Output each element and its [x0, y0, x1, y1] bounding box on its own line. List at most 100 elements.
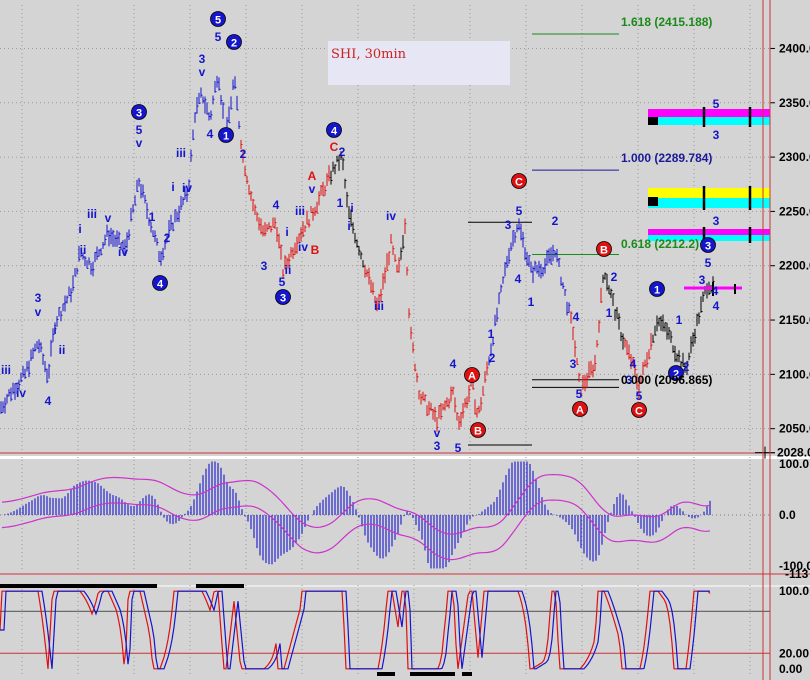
- panel-separator: [0, 456, 810, 459]
- wave-label: 1: [488, 327, 495, 341]
- stoch-tick-label: 100.0: [779, 584, 809, 598]
- band-upper-bottom: [648, 117, 770, 125]
- fib-label-1000: 1.000 (2289.784): [621, 151, 712, 165]
- wave-label: C: [330, 140, 339, 154]
- wave-label: iv: [298, 240, 308, 254]
- wave-label: C: [635, 406, 643, 418]
- wave-label: 1: [149, 210, 156, 224]
- wave-label: 3: [505, 218, 512, 232]
- macd-lower-envelope: [1, 499, 711, 561]
- wave-label: iii: [295, 204, 305, 218]
- band-middle-bottom: [648, 198, 770, 208]
- wave-label: 2: [673, 369, 679, 381]
- wave-label: B: [311, 243, 320, 257]
- wave-label: iv: [118, 245, 128, 259]
- wave-circle: [631, 402, 647, 418]
- wave-label: v: [434, 426, 441, 440]
- wave-label: 3: [434, 439, 441, 453]
- wave-label: 5: [279, 275, 286, 289]
- stoch-bottom-bar: [377, 672, 395, 676]
- wave-label: 4: [45, 394, 52, 408]
- wave-label: 3: [35, 291, 42, 305]
- stoch-tick-label: 20.00: [779, 646, 809, 660]
- price-tick-label: 2100.0: [779, 367, 810, 381]
- price-axis: 2400.0 2350.0 2300.0 2250.0 2200.0 2150.0 2100…: [755, 0, 810, 680]
- band-middle-top: [648, 188, 770, 198]
- wave-label: 2: [339, 145, 346, 159]
- wave-label: 3: [705, 241, 711, 253]
- wave-label: v: [35, 305, 42, 319]
- band-upper-handle: [648, 117, 658, 125]
- wave-circle: [572, 401, 588, 417]
- wave-label: 1: [528, 295, 535, 309]
- wave-circle: [131, 104, 147, 120]
- wave-label: 1: [337, 196, 344, 210]
- wave-label: 2: [240, 147, 247, 161]
- wave-circle: [649, 281, 665, 297]
- macd-upper-envelope: [1, 473, 711, 535]
- wave-label: 5: [455, 441, 462, 455]
- macd-tick-label: 100.0: [779, 457, 809, 471]
- wave-circle: [668, 365, 684, 381]
- wave-label: 4: [450, 357, 457, 371]
- wave-label: 4: [712, 284, 719, 298]
- wave-label: i: [285, 225, 288, 239]
- stoch-tick-label: 0.00: [779, 662, 803, 676]
- wave-circle: [700, 237, 716, 253]
- wave-label: B: [600, 245, 608, 257]
- wave-label: ii: [59, 343, 66, 357]
- wave-label: 2: [683, 360, 690, 374]
- wave-label: 3: [626, 373, 633, 387]
- wave-label: 5: [705, 256, 712, 270]
- wave-label: iv: [16, 386, 26, 400]
- wave-label: ii: [80, 243, 87, 257]
- wave-label: 1: [676, 313, 683, 327]
- wave-label: 4: [630, 357, 637, 371]
- wave-label: 2: [489, 351, 496, 365]
- wave-label: 3: [261, 259, 268, 273]
- title-box: [328, 41, 510, 85]
- price-tick-label: 2250.0: [779, 204, 810, 218]
- price-bars: [0, 75, 715, 432]
- panel-gap: [0, 574, 810, 584]
- price-tick-label: 2050.0: [779, 422, 810, 436]
- wave-label: iv: [182, 181, 192, 195]
- wave-label: A: [308, 169, 317, 183]
- wave-label: 1: [606, 306, 613, 320]
- wave-label: 2: [611, 270, 618, 284]
- wave-label: B: [474, 426, 482, 438]
- fib-label-0000: 0.000 (2096.865): [621, 373, 712, 387]
- wave-label: iv: [386, 209, 396, 223]
- stoch-top-bar: [196, 584, 244, 588]
- wave-label: 4: [573, 310, 580, 324]
- wave-label: 4: [273, 198, 280, 212]
- wave-label: 3: [136, 108, 142, 120]
- wave-circle: [470, 422, 486, 438]
- band-lower-top: [648, 229, 770, 235]
- wave-label: iii: [176, 146, 186, 160]
- wave-label: 4: [331, 126, 338, 138]
- wave-label: 5: [215, 15, 221, 27]
- wave-circle: [218, 127, 234, 143]
- price-tick-label: 2200.0: [779, 259, 810, 273]
- price-tick-label: 2300.0: [779, 150, 810, 164]
- wave-label: 2: [552, 214, 559, 228]
- macd-current-label: -113: [785, 567, 809, 581]
- macd-tick-label: 0.0: [779, 508, 796, 522]
- wave-label: 5: [636, 389, 643, 403]
- wave-label: ii: [285, 263, 292, 277]
- wave-label: 3: [713, 214, 720, 228]
- wave-label: 4: [157, 279, 164, 291]
- stoch-d-line: [0, 590, 710, 670]
- wave-label: 3: [699, 273, 706, 287]
- wave-label: iii: [1, 363, 11, 377]
- wave-label: i: [78, 222, 81, 236]
- price-tick-label: 2400.0: [779, 41, 810, 55]
- wave-label: 3: [570, 357, 577, 371]
- wave-label: 4: [207, 127, 214, 141]
- wave-label: 1: [654, 285, 660, 297]
- wave-label: 2: [231, 38, 237, 50]
- wave-label: 3: [713, 128, 720, 142]
